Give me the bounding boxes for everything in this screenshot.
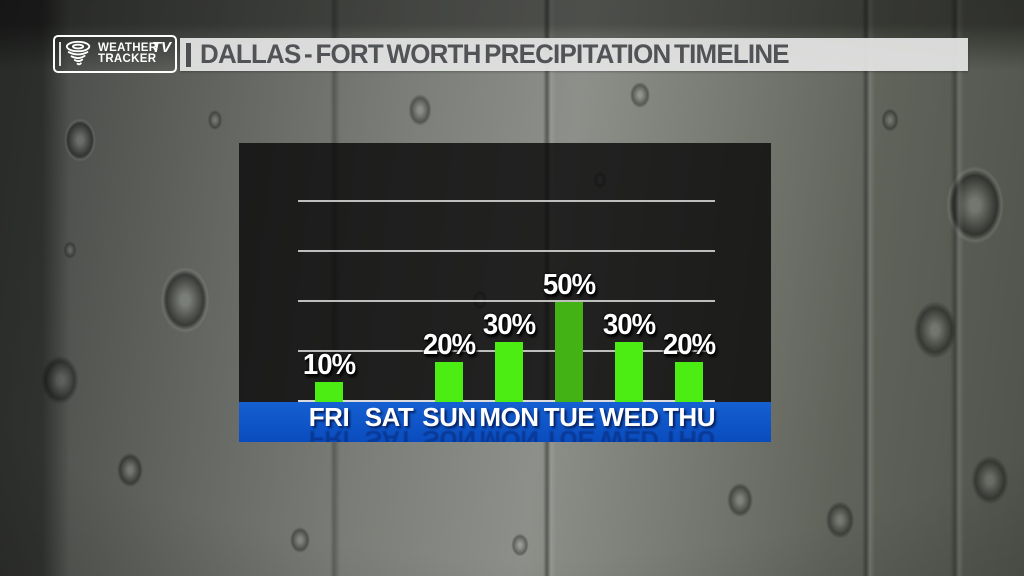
precip-bar-fri (315, 382, 343, 402)
percent-label-mon: 30% (482, 309, 536, 341)
title-banner: DALLAS - FORT WORTH PRECIPITATION TIMELI… (180, 38, 968, 71)
percent-label-fri: 10% (302, 349, 356, 381)
percent-label-sun: 20% (422, 329, 476, 361)
gridline-75pct (298, 250, 715, 252)
day-label-sat: SAT (364, 402, 414, 432)
percent-label-thu: 20% (662, 329, 716, 361)
precip-bar-sun (435, 362, 463, 402)
logo-word-weather: WEATHER (98, 42, 158, 54)
percent-label-wed: 30% (602, 309, 656, 341)
tv-badge: TV (151, 39, 171, 56)
gridline-100pct (298, 200, 715, 202)
day-label-tue: TUE (543, 402, 595, 432)
percent-label-tue: 50% (542, 269, 596, 301)
day-label-reflection-thu: THU (663, 425, 715, 442)
title-separator-bar (186, 42, 191, 67)
day-label-mon: MON (479, 402, 539, 432)
day-axis-band: FRI FRI SAT SAT SUN SUN MON MON TUE TUE WED WED THU T… (239, 402, 771, 442)
page-title: DALLAS - FORT WORTH PRECIPITATION TIMELI… (200, 39, 790, 69)
logo-word-tracker: TRACKER (98, 53, 157, 65)
day-label-sun: SUN (422, 402, 476, 432)
day-label-fri: FRI (308, 402, 350, 432)
day-label-wed: WED (599, 402, 659, 432)
precip-bar-wed (615, 342, 643, 402)
precipitation-chart: FRI FRI SAT SAT SUN SUN MON MON TUE TUE WED WED THU T… (239, 143, 771, 442)
precip-bar-mon (495, 342, 523, 402)
weather-tracker-logo: WEATHER TRACKER TV (53, 35, 177, 73)
precip-bar-tue (555, 302, 583, 402)
logo-divider-line (59, 42, 61, 66)
precip-bar-thu (675, 362, 703, 402)
day-label-thu: THU (663, 402, 715, 432)
tornado-icon (65, 40, 91, 66)
gridline-50pct (298, 300, 715, 302)
logo-wordmark: WEATHER TRACKER (98, 42, 158, 65)
